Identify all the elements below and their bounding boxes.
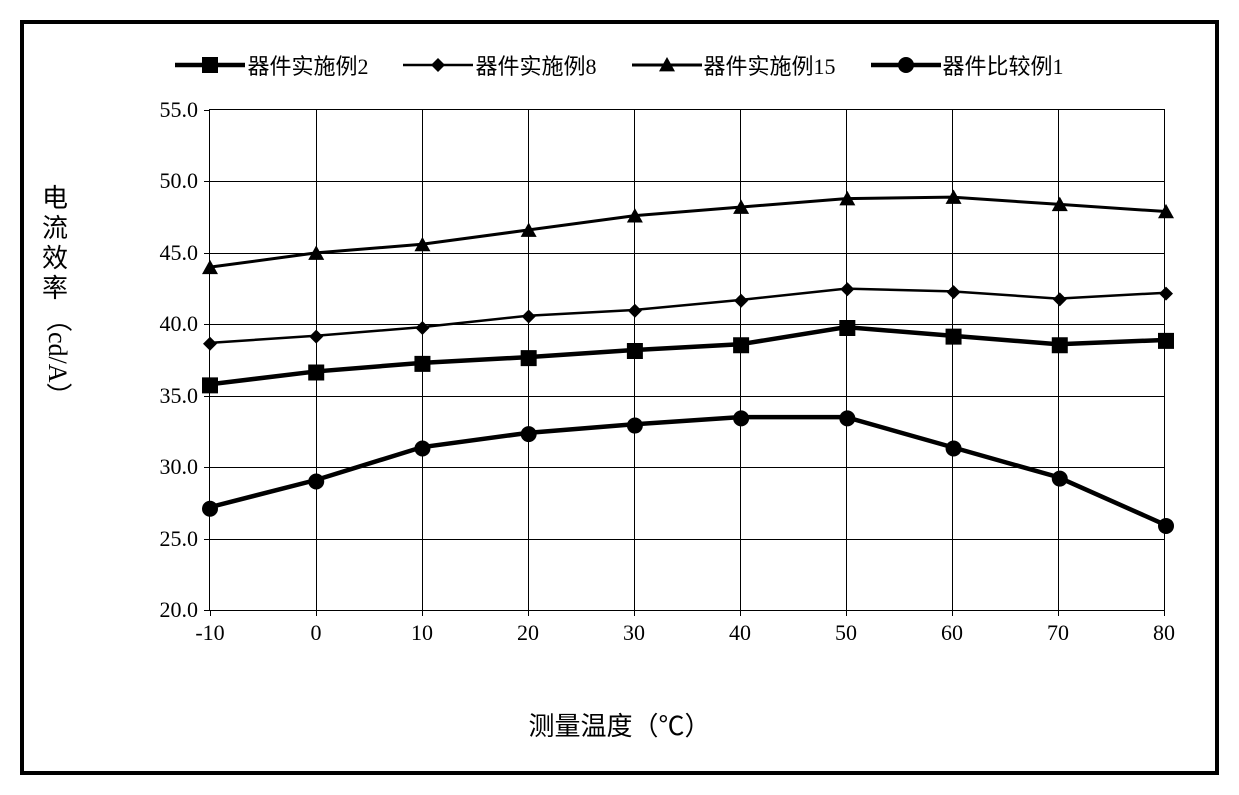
legend-label: 器件实施例2 — [247, 49, 368, 81]
y-tick-label: 45.0 — [160, 240, 199, 266]
chart-container: 器件实施例2 器件实施例8 器件实施例15 器件比较例1 电流效率 （cd/A）… — [20, 20, 1219, 775]
x-tick-label: 80 — [1153, 620, 1175, 646]
plot-area: 20.025.030.035.040.045.050.055.0-1001020… — [209, 109, 1165, 611]
x-tick-mark — [740, 610, 741, 616]
legend-marker-square-icon — [175, 55, 245, 75]
series-marker-circle-icon — [521, 426, 537, 442]
series-marker-diamond-icon — [203, 337, 217, 351]
series-marker-circle-icon — [202, 501, 218, 517]
y-tick-label: 50.0 — [160, 168, 199, 194]
x-axis-title: 测量温度（℃） — [528, 706, 710, 743]
series-marker-diamond-icon — [734, 294, 748, 308]
series-marker-square-icon — [308, 364, 324, 380]
series-marker-triangle-icon — [308, 245, 324, 259]
x-tick-mark — [210, 610, 211, 616]
legend-marker-diamond-icon — [403, 55, 473, 75]
series-marker-triangle-icon — [733, 200, 749, 214]
series-marker-triangle-icon — [627, 208, 643, 222]
x-tick-label: 30 — [623, 620, 645, 646]
series-marker-square-icon — [627, 343, 643, 359]
legend-item: 器件实施例8 — [403, 49, 596, 81]
x-tick-label: 20 — [517, 620, 539, 646]
y-tick-label: 30.0 — [160, 454, 199, 480]
x-tick-mark — [528, 610, 529, 616]
x-tick-label: 70 — [1047, 620, 1069, 646]
series-marker-triangle-icon — [1158, 204, 1174, 218]
legend-label: 器件实施例15 — [704, 49, 836, 81]
legend-item: 器件实施例15 — [632, 49, 836, 81]
x-tick-label: 60 — [941, 620, 963, 646]
series-marker-triangle-icon — [414, 237, 430, 251]
legend-label: 器件实施例8 — [475, 49, 596, 81]
series-marker-triangle-icon — [521, 222, 537, 236]
y-tick-label: 40.0 — [160, 311, 199, 337]
series-marker-square-icon — [1158, 333, 1174, 349]
series-marker-square-icon — [1052, 337, 1068, 353]
x-tick-mark — [316, 610, 317, 616]
series-marker-square-icon — [733, 337, 749, 353]
x-tick-mark — [634, 610, 635, 616]
series-marker-triangle-icon — [839, 191, 855, 205]
series-marker-triangle-icon — [1052, 197, 1068, 211]
series-marker-circle-icon — [1052, 471, 1068, 487]
x-tick-mark — [1058, 610, 1059, 616]
series-marker-diamond-icon — [628, 304, 642, 318]
x-tick-label: 40 — [729, 620, 751, 646]
y-tick-label: 20.0 — [160, 597, 199, 623]
series-marker-diamond-icon — [840, 282, 854, 296]
series-marker-triangle-icon — [946, 189, 962, 203]
series-marker-diamond-icon — [415, 321, 429, 335]
x-tick-label: 50 — [835, 620, 857, 646]
series-marker-circle-icon — [414, 440, 430, 456]
legend-marker-circle-icon — [871, 55, 941, 75]
series-marker-square-icon — [521, 350, 537, 366]
series-marker-circle-icon — [733, 410, 749, 426]
series-marker-circle-icon — [627, 418, 643, 434]
series-marker-diamond-icon — [1159, 287, 1173, 301]
series-marker-diamond-icon — [522, 310, 536, 324]
x-tick-mark — [846, 610, 847, 616]
series-marker-square-icon — [946, 329, 962, 345]
series-marker-circle-icon — [946, 440, 962, 456]
y-axis-title-text: 电流效率 — [42, 184, 68, 303]
x-tick-mark — [422, 610, 423, 616]
series-marker-circle-icon — [839, 410, 855, 426]
x-tick-mark — [952, 610, 953, 616]
series-marker-diamond-icon — [947, 285, 961, 299]
series-markers-svg — [210, 110, 1164, 610]
series-marker-diamond-icon — [309, 330, 323, 344]
x-tick-label: 10 — [411, 620, 433, 646]
y-tick-label: 35.0 — [160, 383, 199, 409]
x-tick-label: 0 — [311, 620, 322, 646]
series-marker-circle-icon — [1158, 518, 1174, 534]
legend: 器件实施例2 器件实施例8 器件实施例15 器件比较例1 — [24, 24, 1215, 96]
legend-label: 器件比较例1 — [943, 49, 1064, 81]
legend-item: 器件实施例2 — [175, 49, 368, 81]
y-axis-title: 电流效率 （cd/A） — [42, 184, 68, 415]
x-tick-label: -10 — [195, 620, 224, 646]
series-marker-square-icon — [414, 356, 430, 372]
plot-wrapper: 20.025.030.035.040.045.050.055.0-1001020… — [94, 109, 1185, 661]
y-axis-title-unit: （cd/A） — [42, 306, 72, 409]
series-marker-triangle-icon — [202, 260, 218, 274]
series-marker-square-icon — [202, 377, 218, 393]
series-marker-square-icon — [839, 320, 855, 336]
legend-marker-triangle-icon — [632, 55, 702, 75]
series-marker-circle-icon — [308, 473, 324, 489]
series-marker-diamond-icon — [1053, 292, 1067, 306]
legend-item: 器件比较例1 — [871, 49, 1064, 81]
y-tick-label: 25.0 — [160, 526, 199, 552]
x-tick-mark — [1164, 610, 1165, 616]
y-tick-label: 55.0 — [160, 97, 199, 123]
